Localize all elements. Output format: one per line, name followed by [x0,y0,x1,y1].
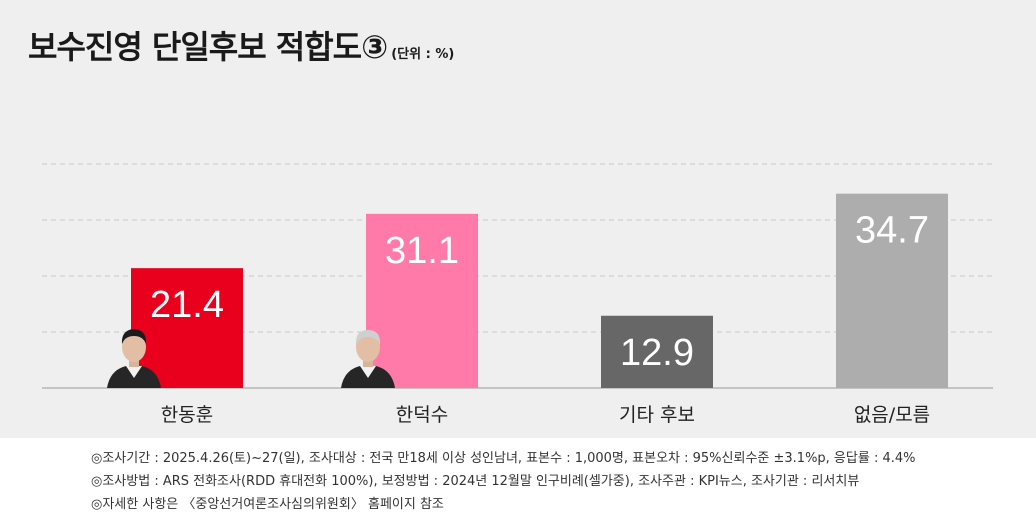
note-reference: ◎자세한 사항은 〈중앙선거여론조사심의위원회〉 홈페이지 참조 [91,497,444,512]
candidate-photo-han-donghoon [107,329,161,388]
note-survey-method: ◎조사방법 : ARS 전화조사(RDD 휴대전화 100%), 보정방법 : … [91,474,860,489]
bar-3 [601,315,713,388]
bar-value-label: 34.7 [855,210,929,252]
title-block: 보수진영 단일후보 적합도③ (단위 : %) [28,22,454,68]
category-label: 한덕수 [396,404,448,426]
bar-1 [131,268,243,388]
category-label: 기타 후보 [619,404,695,426]
survey-notes: ◎조사기간 : 2025.4.26(토)~27(일), 조사대상 : 전국 만1… [0,438,1036,515]
chart-title: 보수진영 단일후보 적합도③ [28,28,388,66]
chart-area: 보수진영 단일후보 적합도③ (단위 : %) 21.4 한동훈 31.1 한덕수 12.… [0,0,1036,438]
bar-value-label: 21.4 [150,284,224,326]
bar-4 [836,193,948,388]
category-label: 한동훈 [161,404,213,426]
bar-chart: 21.4 한동훈 31.1 한덕수 12.9 기타 후보 34.7 없음/모름 [42,163,993,426]
chart-unit: (단위 : %) [391,47,455,62]
note-survey-period: ◎조사기간 : 2025.4.26(토)~27(일), 조사대상 : 전국 만1… [91,451,916,466]
bar-value-label: 31.1 [385,230,459,272]
bar-value-label: 12.9 [620,332,694,374]
candidate-photo-han-ducksoo [341,330,395,388]
bar-2 [366,213,478,388]
category-label: 없음/모름 [854,404,930,426]
